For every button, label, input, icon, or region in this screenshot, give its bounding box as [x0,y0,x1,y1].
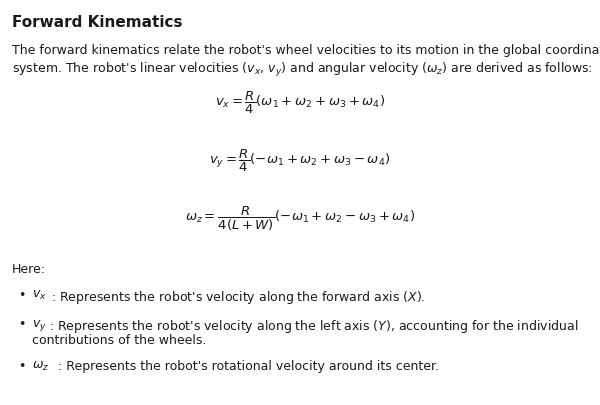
Text: : Represents the robot's velocity along the forward axis ($X$).: : Represents the robot's velocity along … [51,289,425,306]
Text: : Represents the robot's velocity along the left axis ($Y$), accounting for the : : Represents the robot's velocity along … [49,318,578,335]
Text: contributions of the wheels.: contributions of the wheels. [32,334,206,347]
Text: Here:: Here: [12,263,46,276]
Text: $v_y$: $v_y$ [32,318,47,333]
Text: •: • [18,360,25,373]
Text: $v_x$: $v_x$ [32,289,47,302]
Text: : Represents the robot's rotational velocity around its center.: : Represents the robot's rotational velo… [58,360,439,373]
Text: $v_y = \dfrac{R}{4}(-\omega_1 + \omega_2 + \omega_3 - \omega_4)$: $v_y = \dfrac{R}{4}(-\omega_1 + \omega_2… [209,148,391,174]
Text: $v_x = \dfrac{R}{4}(\omega_1 + \omega_2 + \omega_3 + \omega_4)$: $v_x = \dfrac{R}{4}(\omega_1 + \omega_2 … [215,90,385,116]
Text: •: • [18,318,25,331]
Text: system. The robot's linear velocities ($v_x$, $v_y$) and angular velocity ($\ome: system. The robot's linear velocities ($… [12,61,593,79]
Text: The forward kinematics relate the robot's wheel velocities to its motion in the : The forward kinematics relate the robot'… [12,44,600,57]
Text: Forward Kinematics: Forward Kinematics [12,15,182,30]
Text: $\omega_z = \dfrac{R}{4(L + W)}(-\omega_1 + \omega_2 - \omega_3 + \omega_4)$: $\omega_z = \dfrac{R}{4(L + W)}(-\omega_… [185,205,415,233]
Text: $\omega_z$: $\omega_z$ [32,360,49,373]
Text: •: • [18,289,25,302]
